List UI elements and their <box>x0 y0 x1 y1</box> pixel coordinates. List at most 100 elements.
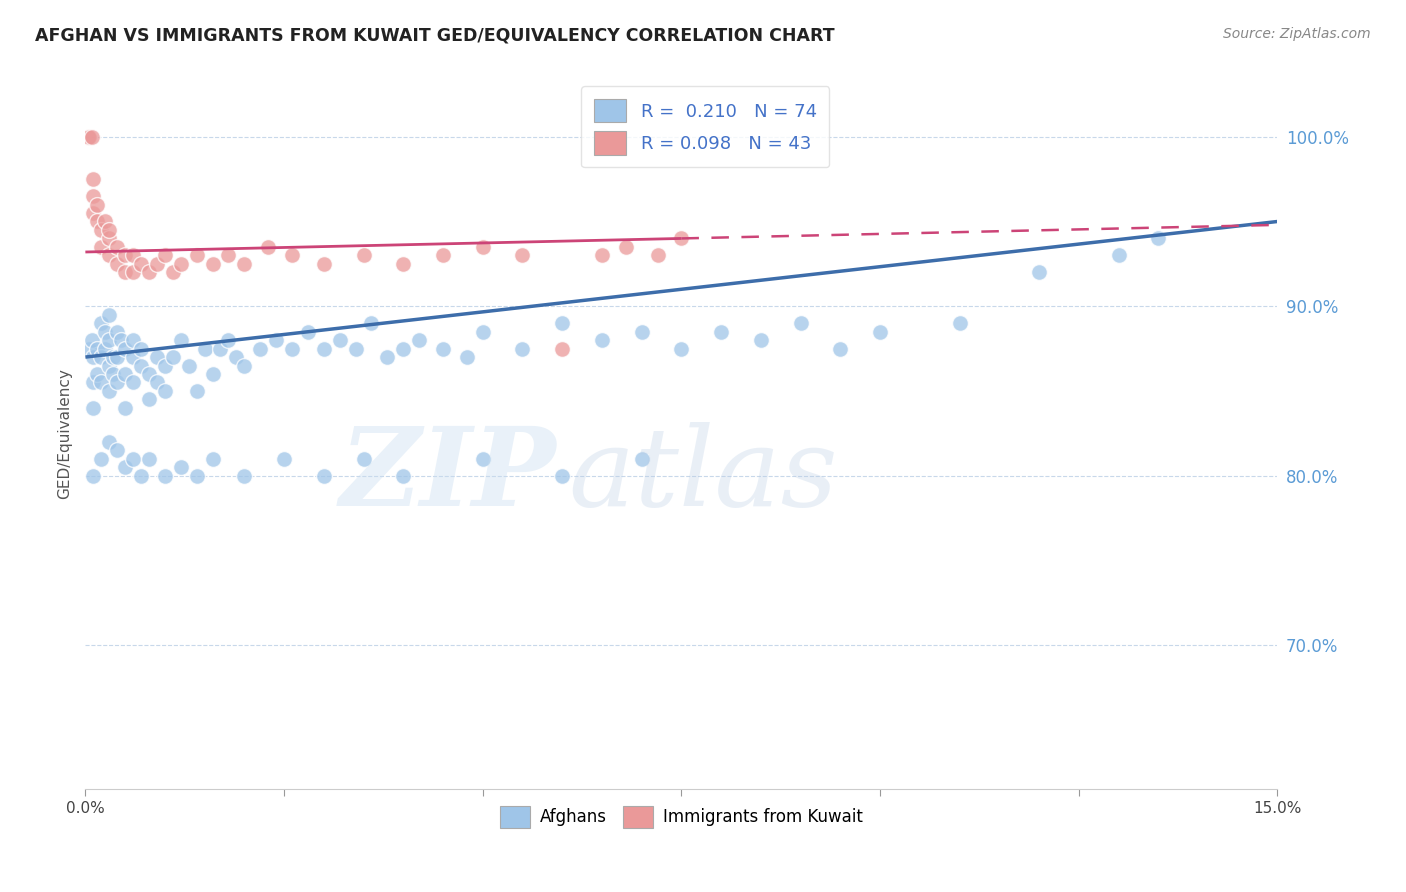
Point <box>98 248 121 262</box>
Point <box>129 359 152 373</box>
Point <box>79 129 101 144</box>
Point <box>177 359 200 373</box>
Point <box>82 172 104 186</box>
Point <box>162 265 184 279</box>
Point <box>86 214 108 228</box>
Point <box>671 342 693 356</box>
Point <box>392 342 415 356</box>
Point <box>377 350 399 364</box>
Point <box>138 451 160 466</box>
Point <box>392 468 415 483</box>
Point <box>329 333 352 347</box>
Point <box>98 384 121 398</box>
Point <box>129 468 152 483</box>
Point <box>471 451 494 466</box>
Point <box>170 333 193 347</box>
Point <box>360 316 382 330</box>
Point <box>122 333 145 347</box>
Point <box>138 367 160 381</box>
Point <box>297 325 319 339</box>
Point <box>82 189 104 203</box>
Point <box>551 468 574 483</box>
Point <box>209 342 232 356</box>
Point <box>79 342 101 356</box>
Text: AFGHAN VS IMMIGRANTS FROM KUWAIT GED/EQUIVALENCY CORRELATION CHART: AFGHAN VS IMMIGRANTS FROM KUWAIT GED/EQU… <box>35 27 835 45</box>
Point <box>233 468 256 483</box>
Point <box>90 240 112 254</box>
Point <box>114 248 136 262</box>
Point <box>591 248 613 262</box>
Point <box>90 316 112 330</box>
Point <box>551 316 574 330</box>
Point <box>86 342 108 356</box>
Point <box>456 350 478 364</box>
Point <box>201 257 224 271</box>
Point <box>630 325 652 339</box>
Point <box>186 468 208 483</box>
Point <box>710 325 733 339</box>
Point <box>122 451 145 466</box>
Point <box>186 384 208 398</box>
Point <box>105 443 128 458</box>
Point <box>114 401 136 415</box>
Point <box>614 240 637 254</box>
Point <box>82 206 104 220</box>
Point <box>103 367 125 381</box>
Point <box>122 350 145 364</box>
Point <box>82 468 104 483</box>
Point <box>86 367 108 381</box>
Point <box>312 468 335 483</box>
Point <box>1108 248 1130 262</box>
Point <box>591 333 613 347</box>
Point <box>80 129 103 144</box>
Point <box>146 257 169 271</box>
Point <box>94 342 117 356</box>
Point <box>830 342 852 356</box>
Point <box>201 451 224 466</box>
Point <box>789 316 811 330</box>
Point <box>432 342 454 356</box>
Point <box>98 333 121 347</box>
Point <box>114 367 136 381</box>
Point <box>80 333 103 347</box>
Point <box>153 468 176 483</box>
Legend: Afghans, Immigrants from Kuwait: Afghans, Immigrants from Kuwait <box>494 799 870 834</box>
Point <box>257 240 280 254</box>
Point <box>281 342 304 356</box>
Point <box>105 240 128 254</box>
Point <box>869 325 891 339</box>
Point <box>344 342 367 356</box>
Point <box>233 257 256 271</box>
Point <box>105 376 128 390</box>
Point <box>76 129 98 144</box>
Point <box>273 451 295 466</box>
Point <box>432 248 454 262</box>
Point <box>90 451 112 466</box>
Point <box>94 214 117 228</box>
Text: Source: ZipAtlas.com: Source: ZipAtlas.com <box>1223 27 1371 41</box>
Point <box>98 231 121 245</box>
Point <box>146 350 169 364</box>
Point <box>225 350 247 364</box>
Point <box>471 325 494 339</box>
Point <box>353 248 375 262</box>
Point <box>512 248 534 262</box>
Point <box>153 359 176 373</box>
Point <box>86 197 108 211</box>
Point <box>170 460 193 475</box>
Point <box>90 350 112 364</box>
Point <box>948 316 970 330</box>
Point <box>1147 231 1170 245</box>
Point <box>98 308 121 322</box>
Point <box>129 257 152 271</box>
Point <box>217 248 239 262</box>
Point <box>114 460 136 475</box>
Point <box>114 265 136 279</box>
Point <box>105 325 128 339</box>
Point <box>122 376 145 390</box>
Point <box>392 257 415 271</box>
Point <box>98 223 121 237</box>
Point <box>146 376 169 390</box>
Point <box>186 248 208 262</box>
Point <box>217 333 239 347</box>
